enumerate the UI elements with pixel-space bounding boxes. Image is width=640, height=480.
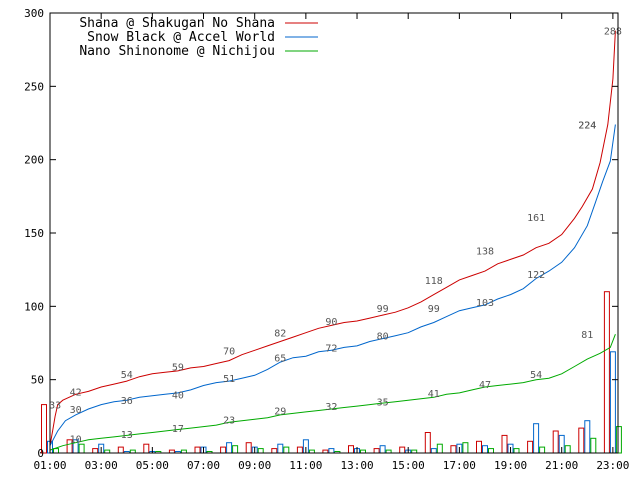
data-label: 42 bbox=[70, 387, 82, 398]
legend-label: Snow Black @ Accel World bbox=[87, 30, 275, 45]
data-label: 65 bbox=[274, 354, 286, 365]
data-label: 90 bbox=[325, 317, 337, 328]
data-label: 288 bbox=[604, 27, 622, 38]
data-label: 36 bbox=[121, 396, 133, 407]
series-line bbox=[49, 124, 616, 446]
data-label: 82 bbox=[274, 329, 286, 340]
data-label: 99 bbox=[377, 304, 389, 315]
x-tick-label: 05:00 bbox=[136, 459, 169, 472]
data-label: 103 bbox=[476, 298, 494, 309]
x-tick-label: 15:00 bbox=[392, 459, 425, 472]
y-tick-label: 50 bbox=[31, 374, 44, 387]
y-tick-label: 100 bbox=[24, 300, 44, 313]
y-tick-label: 0 bbox=[37, 447, 44, 460]
data-label: 40 bbox=[172, 390, 184, 401]
y-tick-label: 200 bbox=[24, 154, 44, 167]
data-label: 161 bbox=[527, 213, 545, 224]
data-label: 13 bbox=[121, 430, 133, 441]
data-label: 118 bbox=[425, 276, 443, 287]
data-label: 29 bbox=[274, 407, 286, 418]
data-label: 33 bbox=[49, 401, 61, 412]
data-label: 17 bbox=[172, 424, 184, 435]
data-labels-layer: 33 42 54 59 70 82 90 99 118 138 161 224 288 30 36 40 51 6… bbox=[49, 27, 622, 446]
series-line bbox=[49, 30, 616, 446]
data-label: 10 bbox=[70, 434, 82, 445]
data-label: 23 bbox=[223, 415, 235, 426]
y-tick-label: 250 bbox=[24, 80, 44, 93]
data-label: 41 bbox=[428, 389, 440, 400]
series-line bbox=[49, 334, 616, 451]
x-tick-label: 23:00 bbox=[596, 459, 629, 472]
data-label: 81 bbox=[581, 330, 593, 341]
x-tick-label: 03:00 bbox=[85, 459, 118, 472]
data-label: 72 bbox=[325, 343, 337, 354]
lines-layer bbox=[49, 30, 616, 451]
bar bbox=[41, 404, 47, 454]
data-label: 35 bbox=[377, 398, 389, 409]
data-label: 59 bbox=[172, 363, 184, 374]
legend-label: Nano Shinonome @ Nichijou bbox=[79, 44, 275, 59]
data-label: 54 bbox=[121, 370, 133, 381]
data-label: 138 bbox=[476, 247, 494, 258]
y-tick-label: 150 bbox=[24, 227, 44, 240]
x-tick-label: 01:00 bbox=[33, 459, 66, 472]
data-label: 51 bbox=[223, 374, 235, 385]
data-label: 47 bbox=[479, 380, 491, 391]
data-label: 32 bbox=[325, 402, 337, 413]
data-label: 122 bbox=[527, 270, 545, 281]
x-tick-label: 13:00 bbox=[340, 459, 373, 472]
data-label: 224 bbox=[578, 121, 596, 132]
data-label: 80 bbox=[377, 332, 389, 343]
data-label: 224 bbox=[578, 121, 596, 132]
bar bbox=[615, 426, 622, 454]
x-tick-label: 07:00 bbox=[187, 459, 220, 472]
x-tick-label: 21:00 bbox=[545, 459, 578, 472]
legend-label: Shana @ Shakugan No Shana bbox=[79, 16, 275, 31]
x-tick-label: 17:00 bbox=[443, 459, 476, 472]
data-label: 70 bbox=[223, 346, 235, 357]
x-tick-label: 11:00 bbox=[289, 459, 322, 472]
axes-layer: 0 50 100 150 200 250 300 01:00 03:00 05:00 07:00 09… bbox=[24, 7, 629, 472]
data-label: 99 bbox=[428, 304, 440, 315]
x-tick-label: 09:00 bbox=[238, 459, 271, 472]
y-tick-label: 300 bbox=[24, 7, 44, 20]
data-label: 54 bbox=[530, 370, 542, 381]
data-label: 30 bbox=[70, 405, 82, 416]
x-tick-label: 19:00 bbox=[494, 459, 527, 472]
